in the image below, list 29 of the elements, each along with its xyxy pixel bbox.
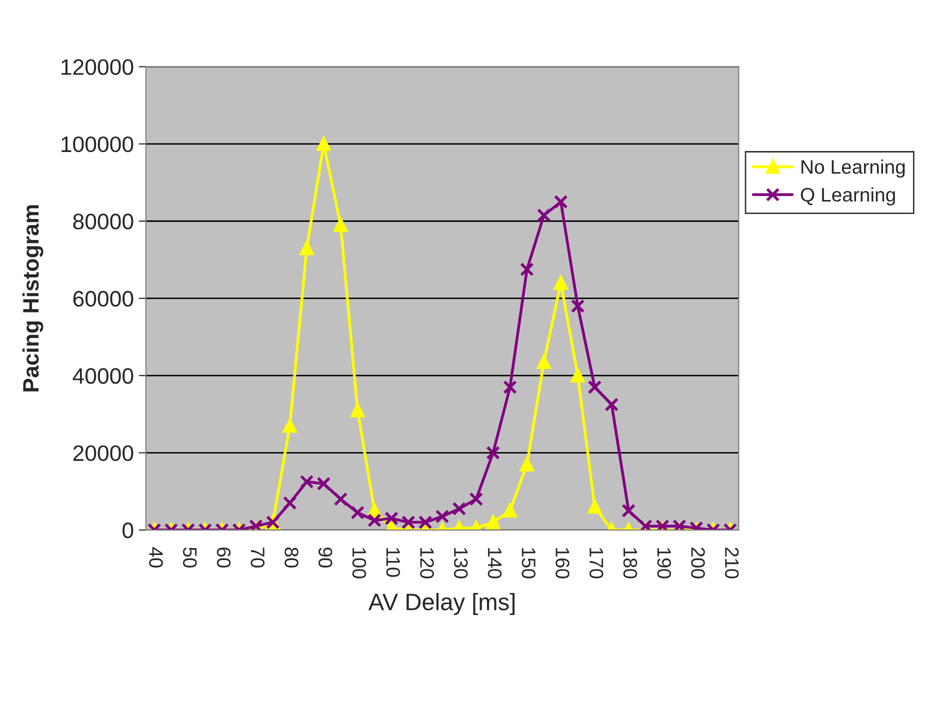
y-tick-label: 40000: [72, 368, 134, 384]
x-tick-label: 200: [691, 548, 705, 578]
y-tick-label: 60000: [73, 290, 134, 307]
legend-label: No Learning: [802, 160, 905, 178]
x-tick-label: 110: [386, 548, 400, 577]
x-tick-label: 80: [284, 548, 298, 568]
x-tick-label: 140: [488, 548, 502, 578]
x-tick-label: 160: [556, 548, 570, 578]
x-tick-label: 130: [454, 548, 468, 578]
x-tick-label: 150: [522, 548, 536, 578]
x-tick-label: 180: [623, 548, 638, 578]
x-tick-label: 50: [182, 547, 197, 568]
x-tick-label: 40: [149, 547, 163, 568]
y-axis-title: Pacing Histogram: [22, 205, 44, 392]
x-tick-label: 70: [250, 548, 264, 568]
x-tick-label: 210: [724, 548, 739, 578]
x-axis-title: AV Delay [ms]: [368, 593, 515, 616]
x-tick-label: 190: [657, 548, 672, 578]
x-tick-label: 90: [318, 548, 332, 568]
y-tick-label: 100000: [62, 136, 134, 152]
x-tick-label: 170: [589, 548, 604, 578]
x-tick-label: 120: [420, 548, 434, 578]
y-tick-label: 20000: [73, 445, 134, 462]
legend-label: Q Learning: [800, 187, 895, 206]
y-tick-label: 120000: [62, 59, 134, 75]
x-tick-label: 100: [352, 548, 366, 578]
y-tick-label: 80000: [73, 214, 134, 230]
x-tick-label: 60: [216, 548, 231, 568]
y-tick-label: 0: [122, 522, 134, 538]
